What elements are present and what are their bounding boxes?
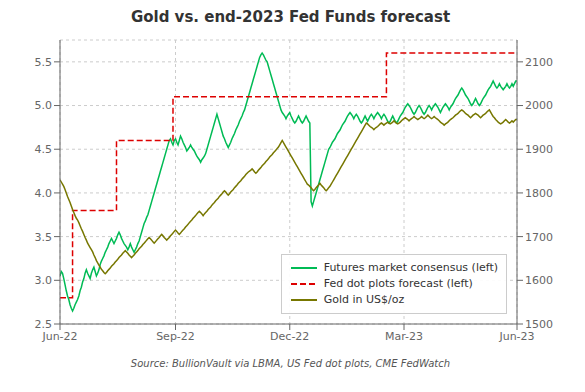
svg-text:Jun-23: Jun-23 [498, 330, 534, 343]
svg-text:Sep-22: Sep-22 [156, 330, 195, 343]
svg-text:2.5: 2.5 [35, 318, 53, 331]
svg-text:2100: 2100 [525, 56, 553, 69]
svg-text:4.0: 4.0 [35, 187, 53, 200]
svg-text:Jun-22: Jun-22 [41, 330, 77, 343]
svg-text:1600: 1600 [525, 274, 553, 287]
svg-text:4.5: 4.5 [35, 143, 53, 156]
svg-text:2000: 2000 [525, 99, 553, 112]
svg-text:3.0: 3.0 [35, 274, 53, 287]
svg-text:5.5: 5.5 [35, 56, 53, 69]
svg-text:5.0: 5.0 [35, 99, 53, 112]
html-text:Futures market consensus (left: Futures market consensus (left) [323, 261, 498, 274]
svg-text:1900: 1900 [525, 143, 553, 156]
html-text:Gold vs. end-2023 Fed Funds fo: Gold vs. end-2023 Fed Funds forecast [130, 8, 451, 26]
svg-text:1500: 1500 [525, 318, 553, 331]
svg-text:Dec-22: Dec-22 [270, 330, 309, 343]
html-text:Gold in US$/oz: Gold in US$/oz [323, 293, 405, 306]
svg-text:3.5: 3.5 [35, 231, 53, 244]
svg-text:Mar-23: Mar-23 [385, 330, 423, 343]
svg-text:1800: 1800 [525, 187, 553, 200]
svg-text:1700: 1700 [525, 231, 553, 244]
html-text:Source: BullionVault via LBMA,: Source: BullionVault via LBMA, US Fed do… [130, 358, 451, 369]
html-text:Fed dot plots forecast (left): Fed dot plots forecast (left) [323, 277, 473, 290]
